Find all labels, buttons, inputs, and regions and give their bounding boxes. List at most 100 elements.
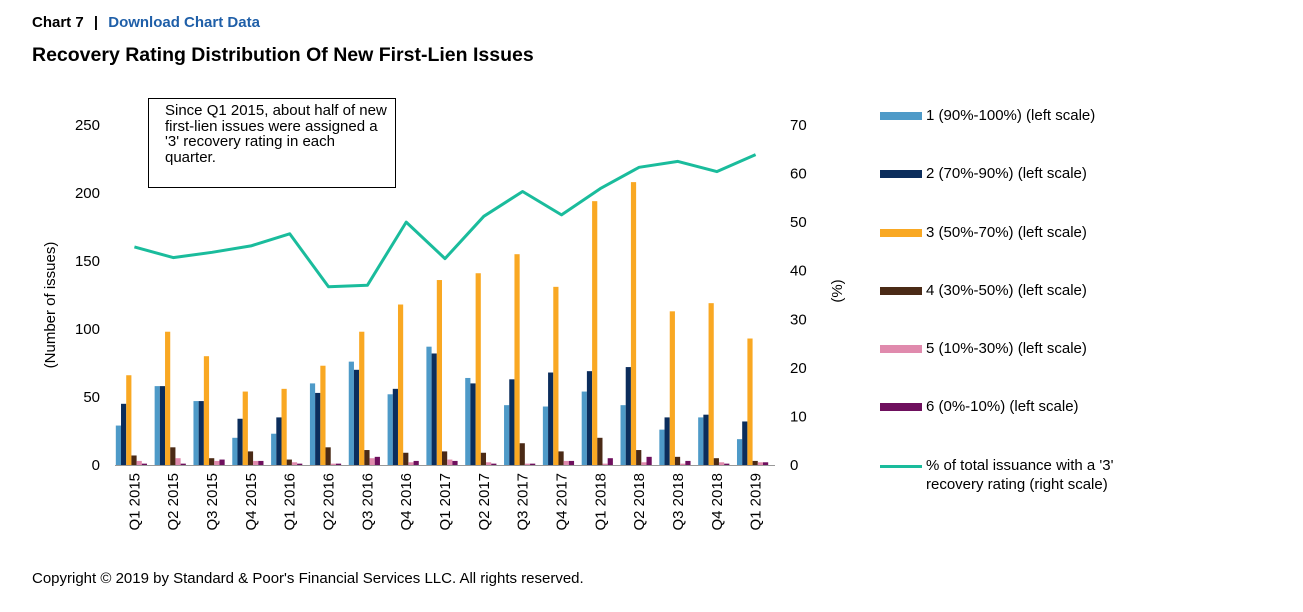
bar-series-2: [121, 403, 127, 465]
bar-series-1: [271, 433, 277, 465]
x-axis-category-label: Q1 2018: [592, 473, 609, 531]
right-axis-tick-label: 50: [790, 214, 807, 231]
legend-item-series-5: 5 (10%-30%) (left scale): [880, 339, 1136, 358]
bar-series-6: [607, 458, 613, 465]
bar-series-1: [309, 383, 316, 465]
right-axis-tick-label: 10: [790, 408, 807, 425]
bar-series-3: [397, 304, 404, 465]
bar-series-5: [136, 460, 142, 465]
bar-series-6: [141, 463, 148, 465]
x-axis-category-label: Q3 2015: [204, 473, 221, 531]
legend-item-series-6: 6 (0%-10%) (left scale): [880, 397, 1136, 416]
bar-series-1: [659, 429, 665, 465]
chart-header: Chart 7 | Download Chart Data: [32, 14, 260, 31]
bar-series-2: [742, 421, 748, 465]
x-axis-category-label: Q2 2016: [321, 473, 338, 531]
bar-series-1: [698, 417, 704, 465]
bar-series-2: [664, 417, 670, 465]
bar-series-2: [509, 379, 515, 465]
x-axis-category-label: Q3 2016: [359, 473, 376, 531]
right-axis-title: (%): [829, 279, 846, 302]
chart-title: Recovery Rating Distribution Of New Firs…: [32, 44, 534, 66]
bar-series-4: [597, 437, 603, 465]
x-axis-category-label: Q3 2017: [515, 473, 532, 531]
bar-series-1: [232, 437, 238, 465]
bar-series-2: [315, 392, 321, 465]
bar-series-6: [685, 460, 691, 465]
bar-series-4: [713, 458, 719, 465]
bar-series-4: [364, 450, 370, 465]
bar-series-3: [630, 182, 637, 465]
bar-series-6: [646, 456, 652, 465]
download-chart-data-link[interactable]: Download Chart Data: [108, 14, 260, 31]
bar-series-6: [413, 460, 419, 465]
bar-series-2: [625, 367, 631, 465]
bar-series-2: [392, 388, 398, 465]
bar-series-5: [330, 463, 336, 465]
bar-series-5: [680, 463, 686, 465]
bar-series-1: [581, 391, 587, 465]
bar-series-5: [291, 462, 298, 465]
bar-series-4: [403, 452, 409, 465]
bar-series-5: [524, 463, 531, 465]
legend-swatch: [880, 403, 922, 411]
legend-swatch: [880, 465, 922, 468]
bar-series-5: [602, 463, 608, 465]
left-axis-tick-label: 50: [83, 389, 100, 406]
bar-series-1: [736, 439, 743, 465]
bar-series-6: [568, 460, 575, 465]
x-axis-category-label: Q1 2019: [748, 473, 765, 531]
bar-series-2: [548, 372, 554, 465]
bar-series-5: [408, 462, 414, 465]
legend-swatch: [880, 170, 922, 178]
header-separator: |: [93, 14, 99, 31]
bar-series-4: [558, 451, 564, 465]
bar-series-6: [258, 460, 264, 465]
bar-series-4: [131, 455, 137, 465]
bar-series-4: [519, 443, 525, 465]
bar-series-4: [170, 447, 176, 465]
bar-series-5: [757, 462, 763, 465]
bar-series-1: [387, 394, 393, 465]
legend-label: 3 (50%-70%) (left scale): [926, 224, 1087, 241]
left-axis-tick-label: 150: [75, 253, 100, 270]
bar-series-3: [165, 331, 171, 465]
legend-label: 2 (70%-90%) (left scale): [926, 165, 1087, 182]
legend-item-line-series: % of total issuance with a '3' recovery …: [880, 456, 1136, 494]
bar-series-1: [154, 386, 160, 465]
bar-series-1: [193, 401, 199, 465]
right-axis-tick-label: 40: [790, 263, 807, 280]
bar-series-4: [442, 451, 448, 465]
x-axis-category-label: Q3 2018: [670, 473, 687, 531]
legend-item-series-1: 1 (90%-100%) (left scale): [880, 106, 1136, 125]
bar-series-6: [219, 459, 225, 465]
legend-label: % of total issuance with a '3' recovery …: [926, 457, 1114, 493]
bar-series-3: [514, 254, 520, 465]
bar-series-2: [586, 371, 593, 465]
legend-item-series-4: 4 (30%-50%) (left scale): [880, 281, 1136, 300]
bar-series-6: [452, 460, 458, 465]
copyright-footer: Copyright © 2019 by Standard & Poor's Fi…: [32, 570, 584, 587]
bar-series-2: [353, 369, 360, 465]
bar-series-2: [703, 414, 709, 465]
bar-series-3: [281, 388, 287, 465]
bar-series-1: [504, 405, 510, 465]
bar-series-4: [674, 456, 681, 465]
bar-series-3: [669, 311, 675, 465]
bar-series-2: [237, 418, 243, 465]
bar-series-2: [198, 401, 204, 465]
x-axis-category-label: Q2 2017: [476, 473, 493, 531]
bar-series-1: [542, 406, 549, 465]
bar-series-5: [214, 460, 220, 465]
bar-series-2: [470, 383, 476, 465]
x-axis-category-label: Q4 2016: [398, 473, 415, 531]
right-axis-tick-label: 70: [790, 117, 807, 134]
right-axis-tick-label: 0: [790, 457, 798, 474]
x-axis-category-label: Q1 2017: [437, 473, 454, 531]
bar-series-6: [762, 462, 769, 465]
legend-label: 6 (0%-10%) (left scale): [926, 398, 1079, 415]
bar-series-1: [348, 361, 354, 465]
legend-swatch: [880, 112, 922, 120]
bar-series-5: [253, 460, 259, 465]
